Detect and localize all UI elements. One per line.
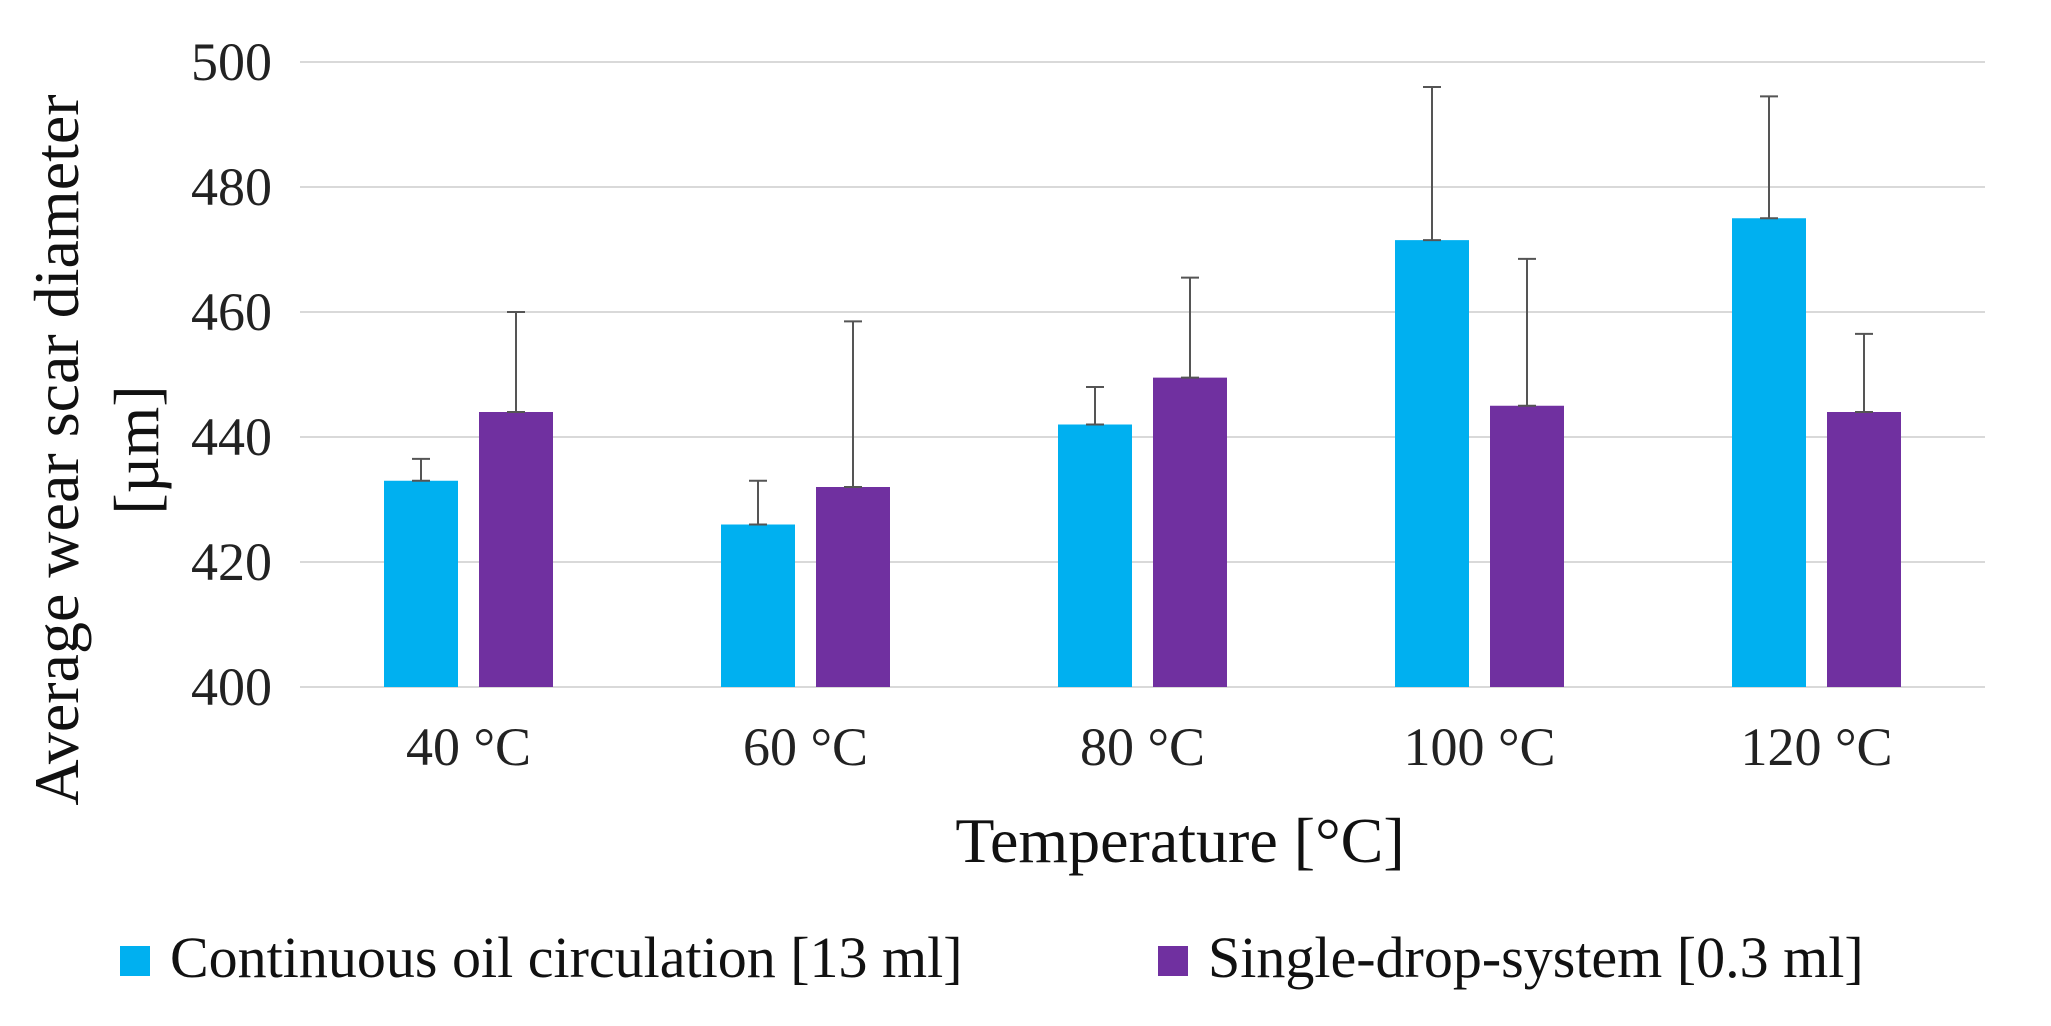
- y-axis-ticks: 400 420 440 460 480 500: [191, 32, 272, 717]
- error-bar-continuous-1: [412, 457, 430, 482]
- x-tick-label: 100 °C: [1403, 717, 1555, 777]
- grid-lines: [300, 61, 1985, 688]
- error-bar-single-drop-1: [507, 311, 525, 413]
- error-bar-continuous-3: [1086, 386, 1104, 426]
- bar-continuous-4: [1395, 240, 1469, 687]
- legend-label-single-drop: Single-drop-system [0.3 ml]: [1208, 925, 1864, 990]
- legend-swatch-single-drop: [1158, 946, 1188, 976]
- x-axis-ticks: 40 °C 60 °C 80 °C 100 °C 120 °C: [406, 717, 1893, 777]
- bar-single-drop-2: [816, 487, 890, 687]
- x-tick-label: 80 °C: [1080, 717, 1205, 777]
- y-tick-label-440: 440: [191, 407, 272, 467]
- error-bars: [412, 86, 1873, 526]
- y-tick-label-400: 400: [191, 657, 272, 717]
- error-bar-single-drop-2: [844, 320, 862, 488]
- legend-label-continuous: Continuous oil circulation [13 ml]: [170, 925, 963, 990]
- x-axis-title: Temperature [°C]: [955, 805, 1404, 876]
- bar-continuous-3: [1058, 424, 1132, 687]
- error-bar-single-drop-5: [1855, 332, 1873, 413]
- error-bar-continuous-2: [749, 479, 767, 526]
- y-axis-title-line-2: [µm]: [101, 385, 172, 514]
- error-bar-continuous-4: [1423, 86, 1441, 242]
- bar-continuous-5: [1732, 218, 1806, 687]
- bar-continuous-2: [721, 524, 795, 687]
- error-bar-single-drop-3: [1181, 276, 1199, 379]
- x-tick-label: 60 °C: [743, 717, 868, 777]
- bar-single-drop-4: [1490, 405, 1564, 687]
- bar-single-drop-3: [1153, 377, 1227, 687]
- y-tick-label-420: 420: [191, 532, 272, 592]
- x-tick-label: 40 °C: [406, 717, 531, 777]
- y-axis-title-line-1: Average wear scar diameter: [21, 94, 92, 805]
- bar-single-drop-5: [1827, 412, 1901, 687]
- legend: Continuous oil circulation [13 ml] Singl…: [120, 925, 1864, 990]
- error-bar-continuous-5: [1760, 95, 1778, 220]
- x-tick-label: 120 °C: [1740, 717, 1892, 777]
- bars: [384, 218, 1901, 687]
- error-bar-single-drop-4: [1518, 257, 1536, 407]
- bar-single-drop-1: [479, 412, 553, 687]
- bar-continuous-1: [384, 480, 458, 687]
- legend-swatch-continuous: [120, 946, 150, 976]
- y-tick-label-460: 460: [191, 282, 272, 342]
- y-tick-label-500: 500: [191, 32, 272, 92]
- y-tick-label-480: 480: [191, 157, 272, 217]
